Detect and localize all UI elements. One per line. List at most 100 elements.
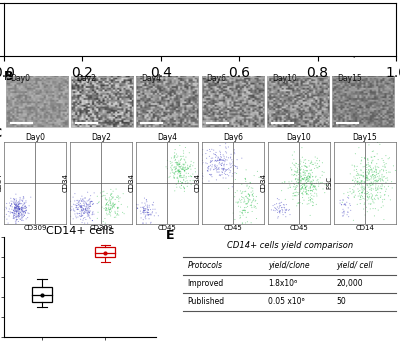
Point xyxy=(216,172,222,178)
Point xyxy=(86,209,92,215)
Point xyxy=(281,205,287,210)
Point xyxy=(374,161,380,166)
Point xyxy=(355,193,362,199)
Point xyxy=(362,170,369,176)
Point xyxy=(14,209,20,215)
Point xyxy=(308,196,315,201)
Point xyxy=(309,187,316,193)
Point xyxy=(375,207,382,213)
Y-axis label: CD34: CD34 xyxy=(128,173,134,192)
Point xyxy=(20,208,27,214)
Point xyxy=(76,200,82,205)
Point xyxy=(20,205,26,210)
Point xyxy=(177,160,183,165)
Point xyxy=(3,206,10,212)
Point xyxy=(303,189,310,194)
Point xyxy=(292,169,299,174)
Point xyxy=(15,205,22,211)
Point xyxy=(307,188,314,194)
Point xyxy=(83,217,89,222)
Point xyxy=(354,172,360,178)
Point xyxy=(380,168,387,174)
Point xyxy=(230,159,236,165)
Point xyxy=(232,163,238,168)
Bar xyxy=(202,77,264,127)
Point xyxy=(249,199,256,205)
Point xyxy=(244,183,250,189)
FancyArrow shape xyxy=(26,34,73,47)
Point xyxy=(20,202,26,207)
Point xyxy=(150,202,156,208)
Point xyxy=(372,178,378,183)
Point xyxy=(358,178,364,184)
Point xyxy=(72,198,78,204)
Point xyxy=(364,195,371,200)
Point xyxy=(294,193,300,198)
Point xyxy=(171,175,178,181)
Point xyxy=(175,170,182,175)
Point xyxy=(305,174,311,180)
Point xyxy=(237,215,244,220)
Point xyxy=(222,172,229,177)
Point xyxy=(383,180,389,185)
Point xyxy=(78,204,85,210)
Point xyxy=(85,211,91,216)
Point xyxy=(20,209,26,215)
Point xyxy=(306,188,312,193)
Point xyxy=(21,200,28,205)
Point xyxy=(222,167,228,172)
Point xyxy=(84,206,91,211)
Text: Day15: Day15 xyxy=(336,18,361,27)
Point xyxy=(22,203,28,209)
Point xyxy=(378,205,384,210)
Point xyxy=(299,154,306,160)
Point xyxy=(176,169,183,174)
Point xyxy=(221,153,227,159)
Point xyxy=(231,147,238,153)
Point xyxy=(13,215,19,220)
Point xyxy=(242,176,248,181)
Point xyxy=(87,196,93,202)
Point xyxy=(361,179,367,185)
Point xyxy=(84,213,90,219)
Point xyxy=(212,164,219,169)
Point xyxy=(148,212,154,217)
Point xyxy=(174,154,180,160)
Point xyxy=(16,207,23,213)
Point xyxy=(239,155,245,161)
Point xyxy=(218,154,224,159)
Point xyxy=(7,203,14,208)
Point xyxy=(380,203,386,208)
Point xyxy=(363,167,370,172)
Point xyxy=(373,169,380,175)
Point xyxy=(219,169,225,175)
Point xyxy=(88,193,94,198)
Point xyxy=(229,184,236,190)
Point xyxy=(19,198,26,204)
Point xyxy=(78,203,84,208)
Y-axis label: CD34: CD34 xyxy=(260,173,266,192)
Point xyxy=(364,176,371,181)
Point xyxy=(339,210,346,216)
Point xyxy=(354,176,361,181)
Point xyxy=(107,193,114,198)
Point xyxy=(10,214,16,219)
Point xyxy=(20,218,26,223)
Point xyxy=(141,204,147,209)
Point xyxy=(376,185,382,191)
Point xyxy=(3,212,10,217)
Point xyxy=(368,160,375,165)
Point xyxy=(351,168,358,173)
Point xyxy=(282,179,288,184)
Point xyxy=(220,168,226,173)
Point xyxy=(310,184,316,190)
Point xyxy=(372,169,378,175)
Point xyxy=(14,204,20,209)
Point xyxy=(11,208,17,214)
Point xyxy=(359,155,365,160)
Point xyxy=(12,206,18,211)
Point xyxy=(364,173,370,178)
Point xyxy=(379,178,386,183)
Point xyxy=(214,156,221,162)
Point xyxy=(229,161,235,166)
